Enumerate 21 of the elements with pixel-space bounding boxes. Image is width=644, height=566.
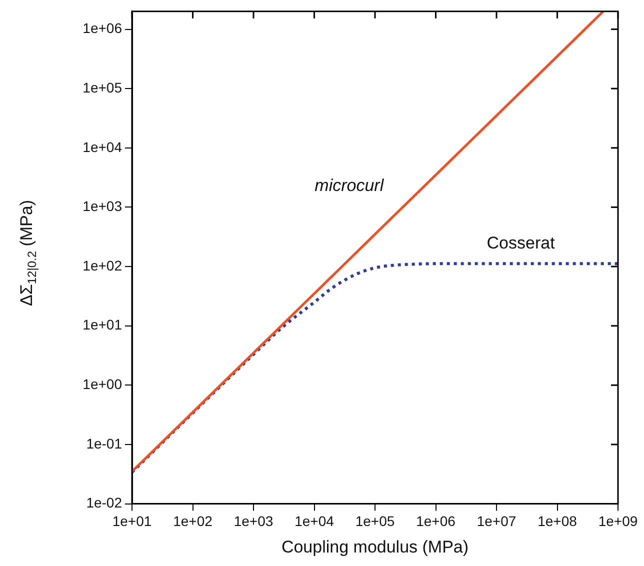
y-tick-label: 1e+06	[82, 20, 122, 36]
x-tick-label: 1e+08	[538, 513, 578, 530]
y-tick-label: 1e+03	[82, 198, 122, 214]
x-tick-label: 1e+03	[234, 513, 274, 530]
x-tick-label: 1e+07	[476, 513, 516, 530]
y-tick-label: 1e-01	[86, 435, 122, 452]
x-tick-label: 1e+09	[598, 513, 638, 530]
y-tick-label: 1e+00	[82, 376, 122, 392]
x-tick-label: 1e+01	[112, 513, 152, 530]
x-axis-title: Coupling modulus (MPa)	[281, 537, 469, 556]
x-tick-label: 1e+02	[173, 513, 213, 530]
y-tick-label: 1e+02	[82, 257, 122, 274]
y-tick-label: 1e-02	[86, 494, 122, 511]
x-tick-label: 1e+06	[416, 513, 456, 530]
series-label: microcurl	[314, 176, 385, 196]
y-tick-label: 1e+04	[82, 138, 122, 155]
x-tick-label: 1e+04	[294, 513, 334, 530]
y-tick-label: 1e+05	[82, 79, 122, 96]
y-tick-label: 1e+01	[82, 316, 122, 333]
series-label: Cosserat	[486, 233, 556, 252]
x-tick-label: 1e+05	[355, 513, 395, 530]
